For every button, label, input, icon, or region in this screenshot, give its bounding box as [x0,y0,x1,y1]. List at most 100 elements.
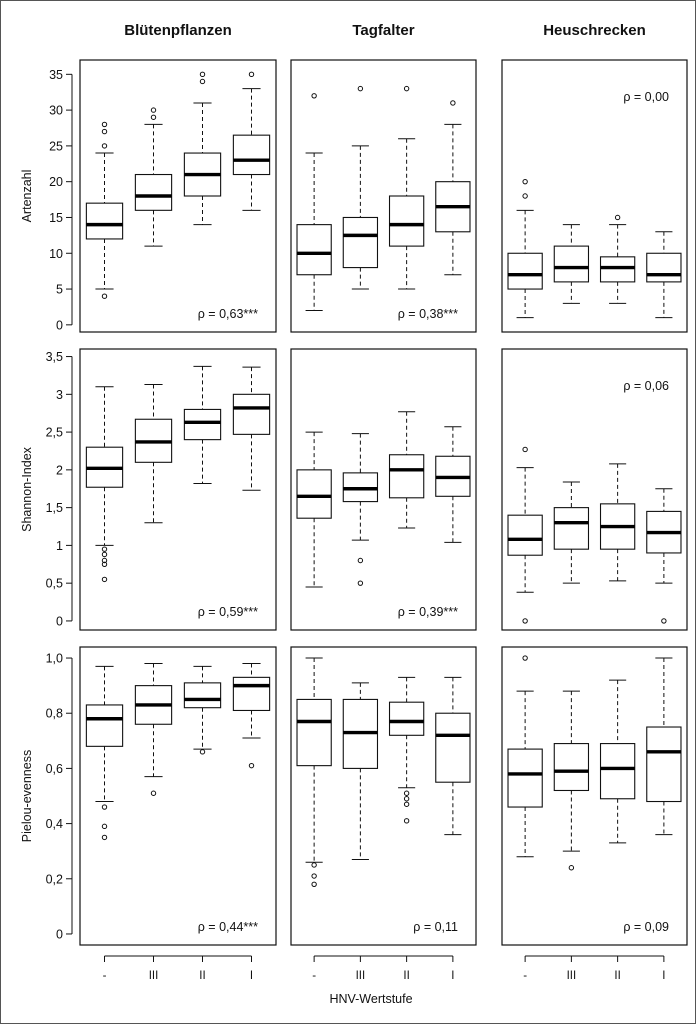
outlier-point [150,114,157,120]
outlier-point [101,823,108,830]
x-tick-label: II [199,970,205,982]
outlier-point [101,546,108,552]
outlier-point [450,100,456,106]
outlier-point [101,551,108,558]
panel-frame-r3c1 [79,646,277,946]
y-tick-label: 2 [56,463,63,477]
outlier-point [311,93,317,99]
outlier-point [101,143,108,149]
y-tick-label: 30 [49,104,63,118]
y-tick-label: 1 [56,539,63,553]
y-axis-title-row-2: Shannon-Index [20,446,34,532]
rho-label-r1c3: ρ = 0,00 [623,90,669,104]
y-tick-label: 15 [49,211,63,225]
x-tick-label: - [103,970,107,982]
x-tick-label: II [614,970,620,982]
box [232,393,271,435]
outlier-point [522,618,528,624]
box [507,514,543,556]
y-tick-label: 20 [49,175,63,189]
outlier-point [101,576,108,583]
panel-frame-r3c3 [501,646,688,946]
outlier-point [357,85,364,92]
rho-label-r2c3: ρ = 0,06 [623,379,669,393]
panel-frame-r1c3 [501,59,688,333]
outlier-point [199,749,206,755]
rho-label-r1c1: ρ = 0,63*** [198,307,258,321]
y-tick-label: 0 [56,318,63,332]
outlier-point [150,790,157,796]
box [85,704,124,747]
panel-frame-r2c3 [501,348,688,631]
box [183,682,222,709]
y-tick-label: 1,0 [46,652,63,666]
box [553,507,590,550]
box [296,224,332,276]
outlier-point [661,618,667,624]
outlier-point [101,557,108,564]
rho-label-r2c2: ρ = 0,39*** [398,605,458,619]
x-tick-label: - [523,970,527,982]
outlier-point [150,107,157,113]
x-tick-label: III [149,970,159,982]
outlier-point [522,178,528,185]
outlier-point [403,818,410,824]
box [553,245,590,283]
outlier-point [403,801,410,807]
outlier-point [248,71,255,78]
box [553,743,590,792]
outlier-point [248,762,255,769]
box [435,712,471,783]
panel-frame-r3c2 [290,646,477,946]
x-tick-label: III [356,970,366,982]
column-title-2: Tagfalter [352,22,414,39]
column-title-1: Blütenpflanzen [124,22,232,39]
box [507,252,543,290]
box [646,252,682,283]
y-tick-label: 0 [56,927,63,941]
y-tick-label: 5 [56,283,63,297]
box [646,726,682,803]
rho-label-r2c1: ρ = 0,59*** [198,605,258,619]
y-tick-label: 0,2 [46,872,63,886]
y-axis-title-row-1: Artenzahl [20,170,34,223]
box [342,216,379,269]
box [507,748,543,808]
outlier-point [403,85,410,92]
outlier-point [311,862,317,868]
outlier-point [357,557,364,564]
box [388,454,425,499]
rho-label-r1c2: ρ = 0,38*** [398,307,458,321]
y-tick-label: 0,4 [46,817,63,831]
panel-frame-r1c1 [79,59,277,333]
outlier-point [101,804,108,810]
outlier-point [522,193,528,199]
outlier-point [522,446,528,453]
outlier-point [101,128,108,135]
panel-frame-r2c1 [79,348,277,631]
column-title-3: Heuschrecken [543,22,646,39]
box [85,202,124,240]
rho-label-r3c1: ρ = 0,44*** [198,920,258,934]
rho-label-r3c2: ρ = 0,11 [413,920,458,934]
outlier-point [199,71,206,78]
x-tick-label: I [451,970,454,982]
x-tick-label: II [403,970,409,982]
y-tick-label: 35 [49,68,63,82]
panel-frame-r1c2 [290,59,477,333]
outlier-point [199,78,206,85]
box [296,469,332,519]
box [599,256,636,283]
y-tick-label: 0,8 [46,707,63,721]
y-tick-label: 10 [49,247,63,261]
y-axis-title-row-3: Pielou-evenness [20,750,34,842]
outlier-point [403,796,410,802]
x-tick-label: III [567,970,577,982]
box [134,173,173,211]
box [388,195,425,247]
outlier-point [101,121,108,128]
y-tick-label: 3 [56,388,63,402]
box [388,701,425,736]
